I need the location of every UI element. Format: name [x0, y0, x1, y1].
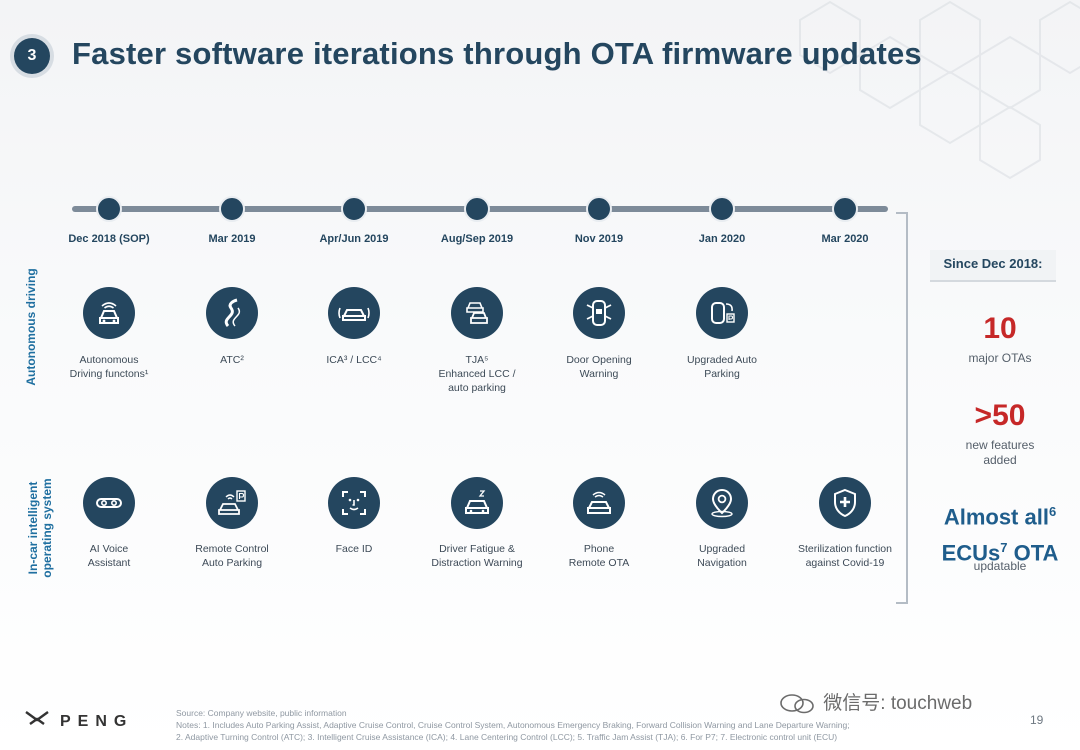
feature-label: Sterilization function against Covid-19	[798, 543, 892, 569]
feature-label: Autonomous Driving functons¹	[69, 354, 149, 380]
timeline-dot	[341, 196, 367, 222]
feature-label: Face ID	[335, 543, 373, 555]
otas-value: 10	[983, 312, 1017, 345]
ecus-footnote-6: 6	[1048, 504, 1057, 519]
notes-line-1: Notes: 1. Includes Auto Parking Assist, …	[176, 720, 850, 730]
winding-road-icon	[206, 287, 258, 339]
row-label-autonomous: Autonomous driving	[24, 268, 38, 386]
wechat-icon	[778, 693, 823, 714]
feature-label: ATC²	[220, 354, 244, 366]
timeline-dot	[464, 196, 490, 222]
slide-title: Faster software iterations through OTA f…	[72, 36, 922, 71]
sterilization-shield-icon	[819, 477, 871, 529]
xpeng-x-mark-icon	[24, 710, 50, 731]
auto-parking-icon	[696, 287, 748, 339]
timeline-date: Mar 2020	[821, 233, 869, 245]
page-number: 19	[1030, 713, 1044, 727]
watermark-text: 微信号: touchweb	[823, 693, 973, 714]
feature-label: Door Opening Warning	[566, 354, 632, 380]
ecus-line2a: ECUs	[941, 540, 1001, 566]
ecus-line1: Almost all	[943, 504, 1049, 530]
row-label-incar: In-car intelligent operating system	[26, 478, 54, 578]
features-label: new features added	[965, 438, 1035, 467]
navigation-pin-icon	[696, 477, 748, 529]
timeline-bracket	[896, 212, 908, 604]
timeline-dot	[96, 196, 122, 222]
feature-label: Remote Control Auto Parking	[195, 543, 269, 569]
feature-label: Driver Fatigue & Distraction Warning	[431, 543, 523, 569]
timeline-dot	[219, 196, 245, 222]
features-value: >50	[974, 399, 1026, 432]
feature-label: ICA³ / LCC⁴	[326, 354, 382, 366]
ecus-label: updatable	[973, 559, 1027, 573]
traffic-jam-icon	[451, 287, 503, 339]
ecus-line2b: OTA	[1007, 540, 1059, 566]
timeline-date: Nov 2019	[574, 233, 624, 245]
feature-label: Upgraded Auto Parking	[686, 354, 758, 380]
timeline-dot	[586, 196, 612, 222]
wechat-watermark: 微信号: touchweb	[778, 688, 972, 715]
car-door-icon	[573, 287, 625, 339]
since-box	[930, 250, 1056, 282]
timeline-date: Apr/Jun 2019	[319, 233, 389, 245]
driver-fatigue-icon	[451, 477, 503, 529]
footnotes: Source: Company website, public informat…	[176, 707, 976, 743]
feature-label: TJA⁵ Enhanced LCC / auto parking	[438, 354, 516, 394]
source-note: Source: Company website, public informat…	[176, 708, 347, 718]
phone-remote-icon	[573, 477, 625, 529]
feature-label: AI Voice Assistant	[87, 543, 131, 569]
feature-label: Upgraded Navigation	[697, 543, 747, 569]
timeline-date: Mar 2019	[208, 233, 256, 245]
remote-parking-icon	[206, 477, 258, 529]
since-label: Since Dec 2018:	[943, 256, 1043, 271]
car-lane-icon	[328, 287, 380, 339]
timeline-date: Aug/Sep 2019	[440, 233, 514, 245]
hexagon-pattern-background	[799, 0, 1080, 180]
logo-text: PENG	[60, 713, 134, 730]
timeline-date: Jan 2020	[698, 233, 746, 245]
timeline-dot	[709, 196, 735, 222]
notes-line-2: 2. Adaptive Turning Control (ATC); 3. In…	[176, 732, 838, 742]
otas-label: major OTAs	[968, 351, 1032, 365]
feature-label: Phone Remote OTA	[568, 543, 630, 569]
autonomous-driving-icon	[83, 287, 135, 339]
ecus-headline: Almost all6 ECUs7 OTA	[925, 496, 1075, 569]
face-id-icon	[328, 477, 380, 529]
timeline-date: Dec 2018 (SOP)	[68, 233, 150, 245]
ecus-footnote-7: 7	[1000, 540, 1008, 556]
section-number-badge: 3	[14, 38, 50, 74]
voice-assistant-icon	[83, 477, 135, 529]
xpeng-logo: PENG	[24, 710, 133, 731]
timeline-dot	[832, 196, 858, 222]
